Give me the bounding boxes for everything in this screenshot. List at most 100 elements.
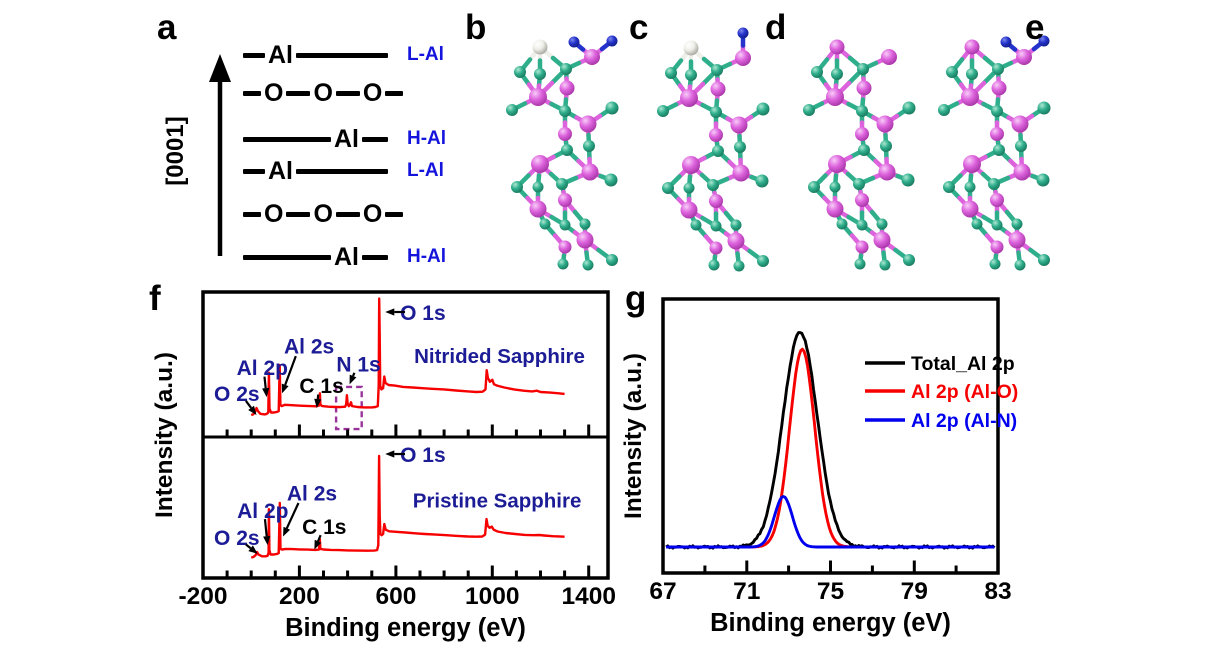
- annotation-arrow-line: [316, 534, 322, 542]
- o-atom: [579, 218, 591, 230]
- annotation-arrow-head: [349, 374, 357, 385]
- al-atom: [1016, 49, 1032, 65]
- layer-line: [362, 254, 388, 260]
- x-tick-label: 83: [984, 578, 1011, 605]
- y-axis-title: Intensity (a.u.): [151, 352, 178, 518]
- peak-label: Al 2p: [237, 500, 288, 523]
- x-tick-label: 200: [279, 583, 320, 610]
- peak-label: O 1s: [400, 444, 446, 467]
- al-atom: [990, 127, 1004, 141]
- al-atom: [584, 49, 600, 65]
- layer-line: [385, 90, 404, 96]
- layer-row-1: Al: [240, 39, 391, 71]
- x-axis-title: Binding energy (eV): [710, 609, 951, 637]
- o-atom: [711, 64, 723, 76]
- layer-line: [243, 90, 261, 96]
- o-atom: [561, 144, 573, 156]
- h-atom: [532, 39, 548, 55]
- al-atom: [876, 115, 894, 133]
- annotation-arrow-line: [245, 543, 252, 550]
- axes-box: [661, 297, 1000, 575]
- x-tick-label: 1400: [561, 583, 616, 610]
- layer-atom-text: O: [264, 78, 284, 107]
- al-atom: [682, 156, 700, 174]
- o-atom: [879, 259, 891, 271]
- o-atom: [857, 63, 869, 75]
- molecule-structure-e: [938, 35, 1051, 271]
- layer-atom-text: O: [313, 199, 333, 228]
- al-atom: [961, 200, 979, 218]
- layer-line: [362, 136, 388, 142]
- annotation-arrow-line: [284, 355, 297, 386]
- annotation-arrow-head: [385, 450, 395, 458]
- layer-row-6: Al: [240, 241, 391, 273]
- panel-a-label: a: [157, 8, 177, 47]
- layer-row-4: Al: [240, 155, 391, 187]
- al-atom: [576, 231, 594, 249]
- o-atom: [730, 219, 742, 231]
- y-axis-title: Intensity (a.u.): [620, 353, 647, 519]
- peak-label: O 2s: [214, 383, 260, 406]
- x-tick-label: 71: [733, 578, 760, 605]
- o-atom: [946, 66, 958, 78]
- o-atom: [938, 104, 950, 116]
- fit-curve: [666, 495, 995, 549]
- layer-atom-text: O: [264, 199, 284, 228]
- o-atom: [755, 174, 769, 188]
- al-atom: [709, 241, 723, 255]
- al-atom: [558, 193, 572, 207]
- o-atom: [854, 258, 866, 270]
- layer-line: [286, 90, 311, 96]
- al-atom: [531, 155, 549, 173]
- o-atom: [803, 104, 815, 116]
- al-atom: [735, 50, 751, 66]
- o-atom: [683, 182, 695, 194]
- annotation-arrow-head: [263, 535, 271, 546]
- layer-line: [335, 90, 360, 96]
- al-atom: [829, 39, 845, 55]
- o-atom: [559, 219, 571, 231]
- annotation-arrow-line: [285, 502, 300, 529]
- o-atom: [690, 219, 702, 231]
- molecule-structure-b: [506, 35, 619, 271]
- peak-label: O 1s: [400, 302, 446, 325]
- o-atom: [943, 181, 955, 193]
- o-atom: [829, 181, 841, 193]
- o-atom: [853, 178, 865, 190]
- al-atom: [529, 88, 547, 106]
- o-atom: [966, 68, 978, 80]
- panel-b-label: b: [465, 8, 487, 47]
- layer-line: [243, 136, 331, 142]
- annotation-arrow-head: [314, 398, 322, 408]
- o-atom: [880, 140, 892, 152]
- al-atom: [1008, 231, 1026, 249]
- o-atom: [971, 218, 983, 230]
- annotation-arrow-head: [262, 387, 270, 398]
- o-atom: [757, 255, 769, 267]
- sample-title: Pristine Sapphire: [413, 490, 582, 513]
- peak-label: Al 2s: [287, 483, 337, 506]
- annotation-arrow-line: [352, 372, 356, 377]
- o-atom: [662, 182, 674, 194]
- o-atom: [514, 66, 526, 78]
- x-axis-title: Binding energy (eV): [285, 614, 526, 642]
- annotation-arrow-head: [248, 545, 258, 554]
- o-atom: [712, 145, 724, 157]
- al-atom: [710, 81, 726, 97]
- al-atom: [855, 240, 869, 254]
- x-tick-label: 1000: [465, 583, 520, 610]
- layer-side-label: H-Al: [407, 246, 447, 267]
- legend-label: Al 2p (Al-O): [911, 381, 1018, 403]
- annotation-arrow-line: [263, 376, 267, 389]
- annotation-arrow-line: [263, 519, 268, 537]
- annotation-arrow-line: [245, 400, 252, 409]
- o-atom: [808, 181, 820, 193]
- o-atom: [511, 181, 523, 193]
- 0001-direction-label: [0001]: [162, 116, 189, 186]
- o-atom: [556, 178, 568, 190]
- al-atom: [855, 127, 869, 141]
- layer-side-label: L-Al: [407, 44, 444, 65]
